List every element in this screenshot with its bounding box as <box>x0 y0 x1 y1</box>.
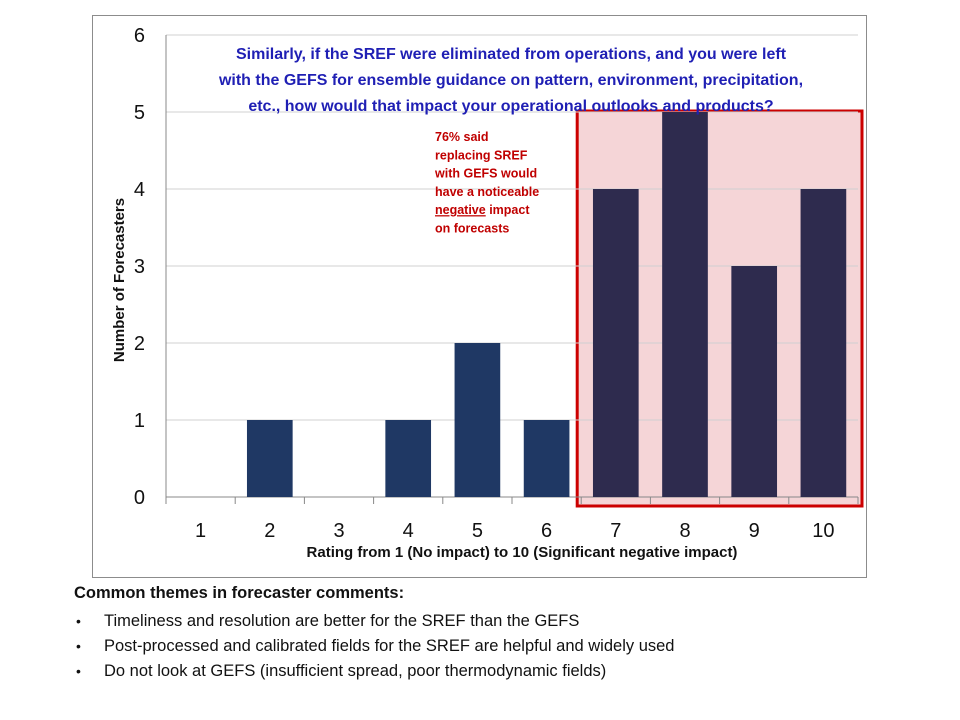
chart-frame: 0 1 2 3 4 5 6 1 2 3 4 5 6 7 8 9 10 Rating from 1 (No impa… <box>92 15 867 578</box>
y-tick-label: 2 <box>134 333 145 355</box>
comment-text: Post-processed and calibrated fields for… <box>104 637 675 655</box>
bar <box>385 420 432 497</box>
annotation-line: have a noticeable <box>435 185 539 199</box>
chart-title-line: with the GEFS for ensemble guidance on p… <box>218 72 803 89</box>
bar <box>454 343 501 497</box>
comment-item: • Post-processed and calibrated fields f… <box>74 634 934 659</box>
x-tick-label: 7 <box>610 520 621 542</box>
x-tick-label: 9 <box>749 520 760 542</box>
y-axis-title: Number of Forecasters <box>111 198 128 362</box>
x-tick-label: 8 <box>679 520 690 542</box>
y-tick-label: 5 <box>134 102 145 124</box>
bar <box>800 189 847 497</box>
annotation-line: 76% said <box>435 130 489 144</box>
comment-item: • Timeliness and resolution are better f… <box>74 609 934 634</box>
annotation-line: replacing SREF <box>435 148 528 162</box>
y-tick-label: 4 <box>134 179 145 201</box>
y-tick-label: 0 <box>134 487 145 509</box>
x-tick-label: 6 <box>541 520 552 542</box>
x-tick-label: 5 <box>472 520 483 542</box>
comment-text: Do not look at GEFS (insufficient spread… <box>104 662 607 680</box>
annotation-underlined-text: negative <box>435 203 486 217</box>
annotation-text: 76% said <box>435 130 489 144</box>
bullet-icon: • <box>76 638 81 654</box>
x-tick-label: 3 <box>333 520 344 542</box>
annotation-text: have a noticeable <box>435 185 539 199</box>
x-tick-label: 4 <box>403 520 414 542</box>
bullet-icon: • <box>76 613 81 629</box>
comment-item: • Do not look at GEFS (insufficient spre… <box>74 659 934 684</box>
annotation-text: on forecasts <box>435 222 509 236</box>
annotation-line: negative impact <box>435 203 530 217</box>
bar <box>662 112 708 497</box>
comments-list: • Timeliness and resolution are better f… <box>74 609 934 684</box>
bar <box>731 266 778 497</box>
y-tick-label: 1 <box>134 410 145 432</box>
annotation-text: impact <box>486 203 531 217</box>
y-tick-label: 6 <box>134 25 145 47</box>
comments-section: Common themes in forecaster comments: • … <box>74 584 934 684</box>
x-tick-label: 10 <box>812 520 834 542</box>
y-tick-label: 3 <box>134 256 145 278</box>
comment-text: Timeliness and resolution are better for… <box>104 612 580 630</box>
bar <box>246 420 293 497</box>
x-tick-label: 1 <box>195 520 206 542</box>
annotation-text: replacing SREF <box>435 148 528 162</box>
chart-title-line: Similarly, if the SREF were eliminated f… <box>236 46 787 63</box>
x-axis-title: Rating from 1 (No impact) to 10 (Signifi… <box>307 544 738 561</box>
bar <box>523 420 570 497</box>
bullet-icon: • <box>76 663 81 679</box>
bar <box>592 189 639 497</box>
annotation-line: on forecasts <box>435 222 509 236</box>
x-tick-label: 2 <box>264 520 275 542</box>
chart-title-line: etc., how would that impact your operati… <box>248 98 773 115</box>
annotation-text: with GEFS would <box>434 167 537 181</box>
comments-heading: Common themes in forecaster comments: <box>74 584 405 602</box>
bar-chart: 0 1 2 3 4 5 6 1 2 3 4 5 6 7 8 9 10 Rating from 1 (No impa… <box>111 25 864 561</box>
annotation-line: with GEFS would <box>434 167 537 181</box>
